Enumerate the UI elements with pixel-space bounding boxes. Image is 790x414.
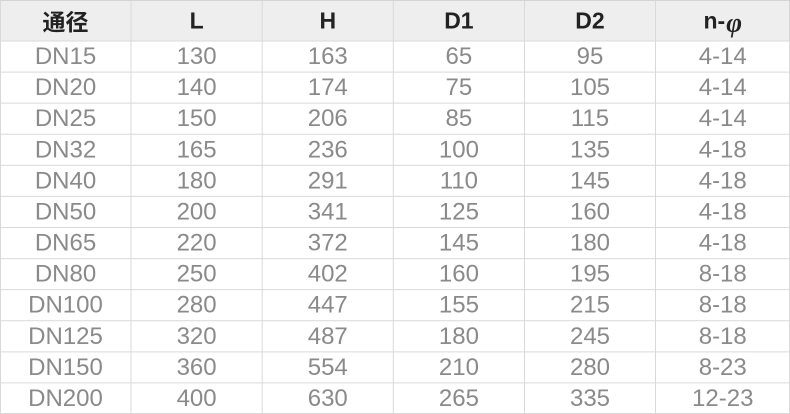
- svg-text:630: 630: [308, 385, 348, 412]
- svg-text:DN25: DN25: [35, 105, 96, 132]
- svg-text:180: 180: [439, 323, 479, 350]
- svg-text:360: 360: [177, 354, 217, 381]
- svg-text:110: 110: [440, 167, 478, 194]
- svg-text:130: 130: [177, 43, 217, 70]
- svg-text:236: 236: [308, 136, 348, 163]
- svg-text:DN80: DN80: [35, 261, 96, 288]
- svg-text:4-18: 4-18: [699, 136, 747, 163]
- svg-text:4-18: 4-18: [699, 230, 747, 257]
- svg-text:220: 220: [177, 230, 217, 257]
- svg-text:4-14: 4-14: [699, 43, 747, 70]
- svg-text:180: 180: [177, 167, 217, 194]
- svg-text:D1: D1: [444, 8, 474, 34]
- svg-text:8-18: 8-18: [699, 323, 747, 350]
- svg-text:150: 150: [177, 105, 217, 132]
- svg-text:4-18: 4-18: [699, 167, 747, 194]
- svg-text:200: 200: [177, 198, 217, 225]
- svg-text:160: 160: [570, 198, 610, 225]
- svg-text:75: 75: [446, 74, 473, 101]
- svg-text:265: 265: [439, 385, 479, 412]
- svg-text:487: 487: [308, 323, 348, 350]
- svg-text:447: 447: [308, 292, 348, 319]
- svg-text:135: 135: [570, 136, 610, 163]
- svg-text:65: 65: [446, 43, 473, 70]
- svg-text:n-φ: n-φ: [703, 8, 742, 38]
- svg-text:L: L: [190, 8, 204, 34]
- svg-text:DN15: DN15: [35, 43, 96, 70]
- svg-text:163: 163: [308, 43, 348, 70]
- svg-text:210: 210: [439, 354, 479, 381]
- svg-text:DN125: DN125: [28, 323, 103, 350]
- svg-text:250: 250: [177, 261, 217, 288]
- svg-text:DN20: DN20: [35, 74, 96, 101]
- svg-text:105: 105: [570, 74, 610, 101]
- svg-text:402: 402: [308, 261, 348, 288]
- svg-text:291: 291: [308, 167, 348, 194]
- svg-text:4-14: 4-14: [699, 74, 747, 101]
- svg-text:DN150: DN150: [28, 354, 103, 381]
- svg-text:8-23: 8-23: [699, 354, 747, 381]
- svg-text:DN65: DN65: [35, 230, 96, 257]
- svg-text:H: H: [319, 8, 336, 34]
- svg-text:85: 85: [446, 105, 473, 132]
- svg-text:372: 372: [308, 230, 348, 257]
- svg-text:115: 115: [571, 105, 609, 132]
- svg-text:8-18: 8-18: [699, 261, 747, 288]
- svg-text:280: 280: [570, 354, 610, 381]
- svg-text:180: 180: [570, 230, 610, 257]
- svg-text:174: 174: [308, 74, 348, 101]
- svg-text:通径: 通径: [43, 4, 89, 38]
- svg-text:320: 320: [177, 323, 217, 350]
- svg-text:155: 155: [439, 292, 479, 319]
- svg-text:DN40: DN40: [35, 167, 96, 194]
- svg-text:4-18: 4-18: [699, 198, 747, 225]
- svg-text:DN50: DN50: [35, 198, 96, 225]
- svg-text:D2: D2: [575, 8, 604, 34]
- svg-text:195: 195: [570, 261, 610, 288]
- svg-text:95: 95: [577, 43, 604, 70]
- svg-text:DN200: DN200: [28, 385, 103, 412]
- svg-text:8-18: 8-18: [699, 292, 747, 319]
- svg-text:160: 160: [439, 261, 479, 288]
- svg-text:140: 140: [177, 74, 217, 101]
- svg-text:341: 341: [308, 198, 348, 225]
- svg-text:280: 280: [177, 292, 217, 319]
- svg-text:206: 206: [308, 105, 348, 132]
- svg-text:145: 145: [570, 167, 610, 194]
- svg-text:335: 335: [570, 385, 610, 412]
- svg-text:400: 400: [177, 385, 217, 412]
- svg-text:125: 125: [439, 198, 479, 225]
- svg-text:245: 245: [570, 323, 610, 350]
- svg-text:145: 145: [439, 230, 479, 257]
- svg-text:12-23: 12-23: [692, 385, 753, 412]
- svg-text:DN100: DN100: [28, 292, 103, 319]
- svg-text:165: 165: [177, 136, 217, 163]
- svg-text:100: 100: [439, 136, 479, 163]
- svg-text:4-14: 4-14: [699, 105, 747, 132]
- svg-text:215: 215: [570, 292, 610, 319]
- svg-text:554: 554: [308, 354, 348, 381]
- svg-text:DN32: DN32: [35, 136, 96, 163]
